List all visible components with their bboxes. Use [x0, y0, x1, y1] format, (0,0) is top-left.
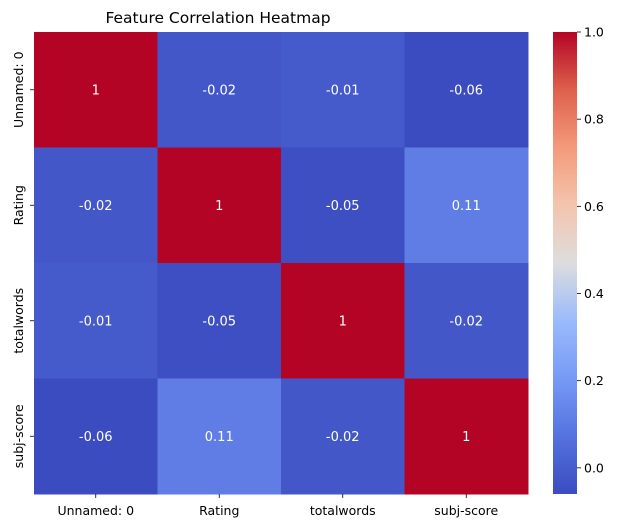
y-tick-label: subj-score — [11, 404, 26, 468]
x-tick-label: totalwords — [310, 503, 376, 518]
heatmap-cell — [404, 32, 529, 148]
y-tick-label: Unnamed: 0 — [11, 51, 26, 128]
cell-value-label: -0.02 — [202, 83, 236, 98]
chart-title: Feature Correlation Heatmap — [105, 9, 330, 27]
cell-value-label: 1 — [92, 83, 100, 98]
cell-value-label: -0.01 — [79, 314, 113, 329]
heatmap-cell — [404, 263, 529, 379]
colorbar-tick-label: 0.2 — [584, 373, 604, 388]
cell-value-label: 1 — [215, 199, 223, 214]
cell-value-label: -0.05 — [326, 199, 360, 214]
heatmap-cell — [157, 378, 282, 495]
cell-value-label: -0.06 — [449, 83, 483, 98]
y-tick-label: Rating — [11, 185, 26, 225]
heatmap-cell — [157, 263, 282, 379]
heatmap-cell — [157, 32, 282, 148]
colorbar — [553, 32, 577, 494]
cell-value-label: 1 — [339, 314, 347, 329]
y-tick-label: totalwords — [11, 288, 26, 354]
colorbar-tick-label: 0.6 — [584, 199, 604, 214]
cell-value-label: 1 — [462, 430, 470, 445]
x-tick-label: subj-score — [434, 503, 498, 518]
cell-value-label: -0.01 — [326, 83, 360, 98]
heatmap-cell — [281, 32, 405, 148]
colorbar-axis: 0.0 0.2 0.4 0.6 0.8 1.0 — [577, 25, 604, 475]
cell-value-label: -0.02 — [326, 430, 360, 445]
x-tick-label: Rating — [199, 503, 239, 518]
colorbar-tick-label: 1.0 — [584, 25, 604, 40]
cell-value-label: -0.06 — [79, 430, 113, 445]
y-axis: Unnamed: 0 Rating totalwords subj-score — [11, 51, 34, 468]
heatmap-cell — [34, 263, 158, 379]
colorbar-tick-label: 0.8 — [584, 112, 604, 127]
cell-value-label: -0.02 — [449, 314, 483, 329]
heatmap-cell — [281, 263, 405, 379]
cell-value-label: 0.11 — [205, 430, 234, 445]
cell-value-label: 0.11 — [452, 199, 481, 214]
heatmap-cell — [34, 378, 158, 495]
heatmap-cell — [34, 32, 158, 148]
heatmap-cell — [281, 378, 405, 495]
colorbar-tick-label: 0.0 — [584, 460, 604, 475]
heatmap-cell — [157, 147, 282, 264]
cell-value-label: -0.02 — [79, 199, 113, 214]
heatmap-cell — [281, 147, 405, 264]
heatmap-cell — [404, 378, 529, 495]
colorbar-bar — [553, 32, 577, 494]
heatmap-cells: 1 -0.02 -0.01 -0.06 -0.02 1 -0.05 0.11 -0.01 -0.0… — [34, 32, 529, 495]
heatmap-cell — [34, 147, 158, 264]
cell-value-label: -0.05 — [202, 314, 236, 329]
x-axis: Unnamed: 0 Rating totalwords subj-score — [57, 494, 499, 518]
x-tick-label: Unnamed: 0 — [57, 503, 134, 518]
colorbar-tick-label: 0.4 — [584, 286, 604, 301]
heatmap-cell — [404, 147, 529, 264]
